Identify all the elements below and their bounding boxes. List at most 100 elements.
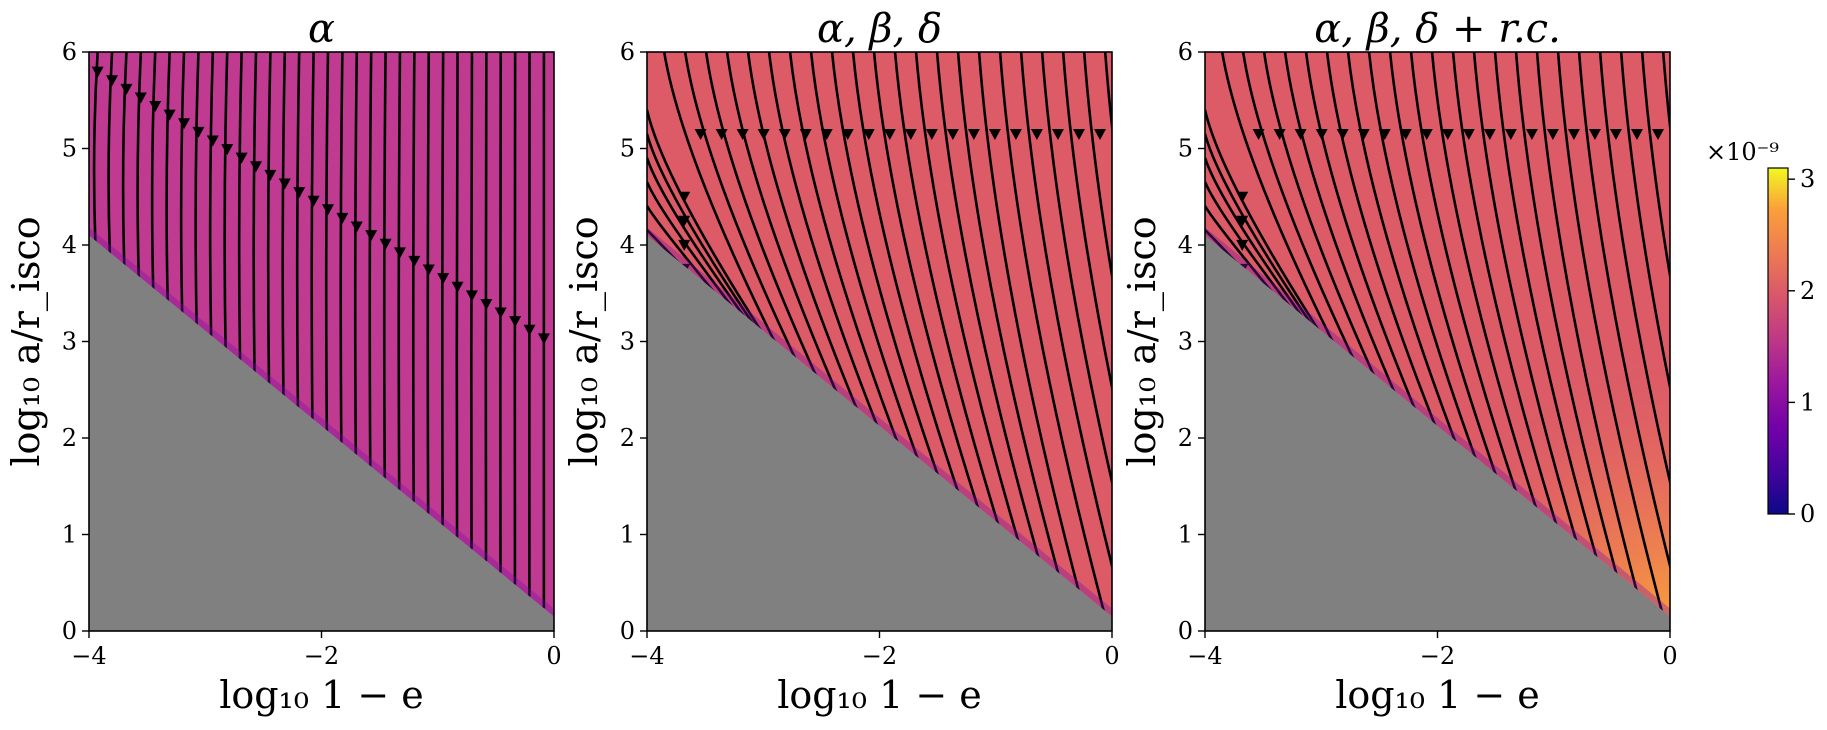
streamline-arrow [336, 212, 349, 224]
y-tick-label: 5 [62, 135, 77, 163]
streamline-arrow [883, 129, 896, 141]
streamline [725, 52, 861, 445]
y-tick-label: 6 [620, 38, 635, 66]
streamline-arrow [1462, 129, 1475, 141]
streamline [1388, 52, 1517, 531]
y-tick-label: 2 [620, 424, 635, 452]
x-tick-label: −2 [304, 642, 339, 670]
streamline-arrow [1630, 129, 1643, 141]
streamline-arrow [509, 316, 522, 328]
streamline-arrow [1504, 129, 1517, 141]
streamline [136, 52, 143, 278]
streamline [223, 52, 229, 349]
x-tick-label: 0 [1662, 642, 1677, 670]
streamline-arrow [904, 129, 917, 141]
x-tick-label: −4 [1187, 642, 1222, 670]
streamline-arrow [293, 187, 306, 199]
streamline-arrow [379, 238, 392, 250]
panel-alpha-beta-delta-rc: −4 −2 0 0 1 2 3 4 5 6 α, β, δ + r.c. log₁₀ 1 − e log… [1120, 6, 1685, 717]
streamline [440, 52, 445, 526]
streamline [788, 52, 920, 497]
streamline-arrow [106, 75, 119, 87]
streamline-arrow [1588, 129, 1601, 141]
streamline [237, 52, 243, 361]
streamline-arrow [1030, 129, 1043, 141]
streamline [662, 52, 802, 393]
streamline [893, 52, 1018, 583]
y-tick-label: 0 [1178, 617, 1193, 645]
streamline-arrow [494, 307, 507, 319]
y-tick-label: 3 [1178, 328, 1193, 356]
streamline-arrow [1236, 215, 1249, 227]
streamline-arrow [946, 129, 959, 141]
streamline [353, 52, 359, 455]
streamline [809, 52, 939, 514]
colorbar-tick-label: 1 [1800, 388, 1815, 416]
streamline [1535, 52, 1649, 631]
streamline [194, 52, 200, 326]
streamline-arrow [451, 281, 464, 293]
x-tick-label: −2 [862, 642, 897, 670]
streamline [1451, 52, 1576, 583]
streamline-arrow [163, 109, 176, 121]
streamline-arrow [1673, 129, 1685, 140]
streamline [746, 52, 880, 462]
y-tick-label: 1 [62, 521, 77, 549]
streamline [683, 52, 822, 411]
streamline-arrow [206, 135, 219, 147]
colorbar-multiplier: ×10⁻⁹ [1706, 138, 1779, 166]
streamline [1409, 52, 1537, 548]
streamlines [647, 52, 1169, 631]
streamline [1283, 52, 1419, 445]
streamline [1082, 52, 1112, 284]
streamline [266, 52, 272, 385]
streamline-arrow [1236, 191, 1249, 203]
y-axis-label: log₁₀ a/r_isco [562, 216, 607, 466]
streamline-arrow [1483, 129, 1496, 141]
streamline-arrow [1136, 129, 1148, 140]
excluded-region [89, 235, 554, 631]
excluded-region [1205, 235, 1670, 631]
streamline-arrow [678, 191, 691, 203]
streamline-arrow [1546, 129, 1559, 141]
edge-glow [89, 227, 554, 617]
streamline [1040, 52, 1112, 488]
edge-glow [647, 227, 1112, 617]
streamline [767, 52, 900, 479]
panel-alpha: −4 −2 0 0 1 2 3 4 5 6 α log₁₀ 1 − e log₁₀ a/r_isco [4, 6, 562, 717]
streamline [977, 52, 1091, 631]
streamline [1640, 52, 1670, 284]
y-tick-label: 2 [1178, 424, 1193, 452]
streamline-arrow [1609, 129, 1622, 141]
streamline-arrow [437, 273, 450, 285]
streamline-arrow [134, 92, 147, 104]
streamline [1619, 52, 1670, 394]
streamline [1493, 52, 1615, 617]
streamline-arrow [1157, 129, 1169, 140]
streamline [1103, 52, 1112, 138]
streamline-arrow [192, 126, 205, 138]
streamline-arrow [1399, 129, 1412, 141]
y-tick-label: 6 [1178, 38, 1193, 66]
x-axis-label: log₁₀ 1 − e [777, 673, 982, 717]
streamline-arrow [422, 264, 435, 276]
streamline-arrow [178, 118, 191, 130]
streamline [368, 52, 373, 467]
y-tick-label: 5 [1178, 135, 1193, 163]
streamline [1472, 52, 1595, 600]
streamline-arrow [465, 290, 478, 302]
streamline [397, 52, 402, 491]
streamline-arrow [408, 255, 421, 267]
streamline-arrow [350, 221, 363, 233]
streamline [830, 52, 959, 531]
streamline [1514, 52, 1634, 631]
streamline [1598, 52, 1670, 488]
y-tick-label: 1 [1178, 521, 1193, 549]
streamline [1220, 52, 1360, 393]
streamline [1019, 52, 1112, 572]
axis-ticks: −4 −2 0 0 1 2 3 4 5 6 [1178, 38, 1678, 670]
streamline-arrow [1236, 239, 1249, 251]
y-tick-label: 4 [1178, 231, 1193, 259]
